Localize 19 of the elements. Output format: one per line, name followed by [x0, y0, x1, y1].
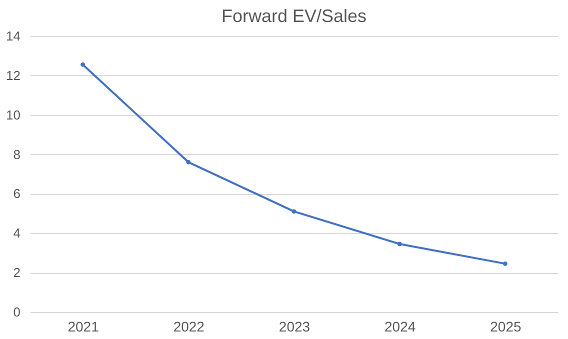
point	[502, 261, 508, 266]
point	[186, 160, 191, 164]
y-tick-label: 8	[13, 146, 20, 162]
x-tick-label: 2024	[384, 318, 416, 334]
y-tick-label: 6	[13, 186, 20, 202]
y-tick-label: 12	[6, 68, 20, 83]
point	[397, 242, 402, 246]
point	[80, 62, 86, 67]
y-tick-label: 2	[13, 265, 20, 280]
chart-title: Forward EV/Sales	[221, 6, 367, 26]
y-tick-label: 14	[6, 28, 20, 44]
x-tick-label: 2023	[278, 318, 310, 334]
y-tick-label: 4	[13, 226, 20, 241]
x-tick-label: 2025	[490, 318, 522, 334]
y-tick-label: 10	[6, 107, 20, 122]
x-tick-label: 2022	[173, 318, 205, 334]
x-tick-label: 2021	[68, 318, 100, 334]
y-tick-label: 0	[13, 304, 20, 320]
point	[292, 209, 296, 214]
